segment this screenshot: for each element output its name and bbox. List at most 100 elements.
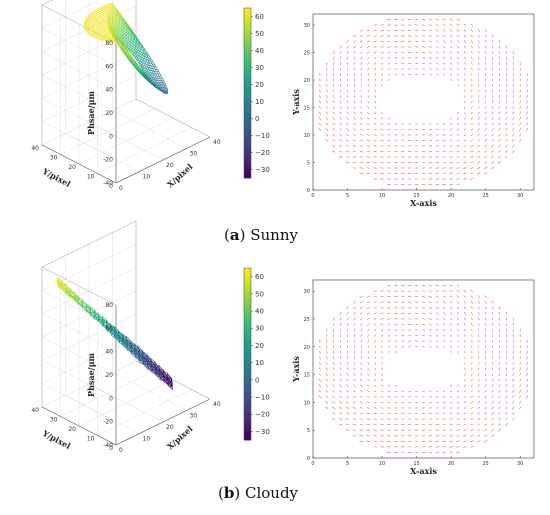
quiver-arrow — [360, 62, 363, 65]
quiver-arrow — [381, 367, 383, 371]
surface-mesh-line — [103, 21, 106, 24]
quiver-arrow — [360, 117, 363, 120]
caption-a: (a) Sunny — [224, 226, 298, 244]
quiver-arrow — [512, 367, 515, 371]
quiver-arrow — [463, 161, 467, 164]
quiver-arrow — [463, 401, 467, 404]
quiver-arrow — [449, 423, 453, 426]
quiver-arrow — [360, 328, 363, 332]
quiver-arrow — [387, 123, 391, 125]
colorbar-segment — [244, 19, 251, 23]
surface-mesh-line — [147, 59, 150, 64]
quiver-arrow — [346, 128, 349, 131]
quiver-arrow — [380, 156, 384, 158]
quiver-arrow — [519, 122, 522, 126]
surface-mesh-line — [139, 46, 143, 51]
x-axis-label: X-axis — [410, 198, 437, 208]
quiver-arrow — [484, 51, 487, 54]
surface-mesh-line — [160, 87, 162, 90]
quiver-arrow — [380, 312, 384, 315]
quiver-arrow — [346, 100, 349, 104]
quiver-arrow — [339, 322, 342, 327]
quiver-arrow — [491, 34, 494, 38]
quiver-arrow — [339, 56, 342, 60]
surface-mesh-line — [152, 80, 155, 84]
surface-mesh-line — [120, 21, 124, 25]
surface-mesh-line — [125, 22, 129, 27]
quiver-arrow — [463, 156, 467, 158]
surface-mesh-line — [113, 4, 116, 8]
surface-mesh-line — [115, 25, 119, 29]
quiver-arrow — [346, 95, 349, 98]
quiver-arrow — [353, 334, 356, 338]
quiver-arrow — [491, 150, 495, 153]
surface-mesh-line — [103, 19, 107, 22]
quiver-arrow — [352, 418, 357, 420]
surface-mesh-line — [115, 7, 119, 11]
quiver-arrow — [443, 328, 446, 332]
quiver-arrow — [471, 62, 473, 65]
quiver-arrow — [360, 111, 363, 115]
quiver-arrow — [401, 345, 405, 348]
colorbar-segment — [244, 25, 251, 29]
surface-mesh-line — [150, 359, 156, 367]
x-tick-label: 30 — [517, 193, 523, 199]
surface-mesh-line — [128, 55, 132, 59]
quiver-arrow — [387, 40, 391, 43]
surface-mesh-line — [126, 51, 130, 55]
surface-mesh-line — [78, 304, 83, 307]
surface-mesh-line — [88, 29, 91, 32]
surface-mesh-line — [135, 67, 139, 70]
quiver-arrow — [470, 23, 474, 27]
quiver-arrow — [484, 117, 487, 120]
surface-mesh-line — [73, 299, 79, 303]
quiver-arrow — [435, 323, 439, 326]
quiver-arrow — [519, 89, 521, 93]
surface-mesh-line — [147, 53, 150, 57]
quiver-arrow — [498, 412, 501, 415]
surface-mesh-line — [162, 85, 164, 88]
quiver-arrow — [456, 117, 460, 120]
quiver-arrow — [380, 51, 384, 54]
quiver-arrow — [512, 395, 515, 399]
surface-mesh-line — [87, 28, 90, 31]
quiver-arrow — [345, 412, 350, 415]
quiver-arrow — [373, 423, 377, 426]
surface-mesh-line — [131, 53, 135, 58]
x-tick-label: 40 — [213, 401, 221, 408]
surface-mesh-line — [100, 8, 103, 10]
surface-mesh-line — [154, 64, 157, 68]
surface-mesh-line — [103, 31, 107, 34]
quiver-arrow — [464, 367, 466, 371]
quiver-arrow — [359, 401, 363, 404]
surface-mesh-line — [124, 52, 128, 55]
surface-mesh-line — [96, 27, 99, 30]
surface-mesh-line — [120, 13, 123, 18]
quiver-arrow — [470, 128, 474, 131]
colorbar-segment — [244, 299, 251, 303]
surface-mesh-line — [105, 13, 108, 15]
surface-mesh-line — [113, 22, 116, 26]
z-tick-label: -40 — [103, 180, 113, 187]
quiver-arrow — [463, 406, 467, 409]
surface-mesh-line — [150, 79, 153, 83]
quiver-arrow — [352, 434, 357, 437]
surface-mesh-line — [135, 356, 141, 361]
quiver-arrow — [414, 40, 419, 43]
surface-mesh-line — [94, 23, 97, 25]
quiver-arrow — [464, 73, 466, 76]
surface-mesh-line — [85, 21, 88, 23]
quiver-arrow — [422, 334, 425, 337]
quiver-arrow — [526, 367, 528, 371]
quiver-arrow — [470, 34, 474, 38]
quiver-arrow — [484, 417, 488, 421]
surface-mesh-line — [101, 7, 104, 9]
quiver-arrow — [353, 67, 356, 71]
surface-mesh-line — [101, 20, 105, 23]
quiver-arrow — [450, 78, 452, 82]
surface-mesh-line — [125, 43, 129, 49]
quiver-arrow — [373, 412, 377, 415]
colorbar-segment — [244, 313, 251, 318]
quiver-arrow — [353, 56, 356, 60]
quiver-arrow — [485, 67, 487, 71]
